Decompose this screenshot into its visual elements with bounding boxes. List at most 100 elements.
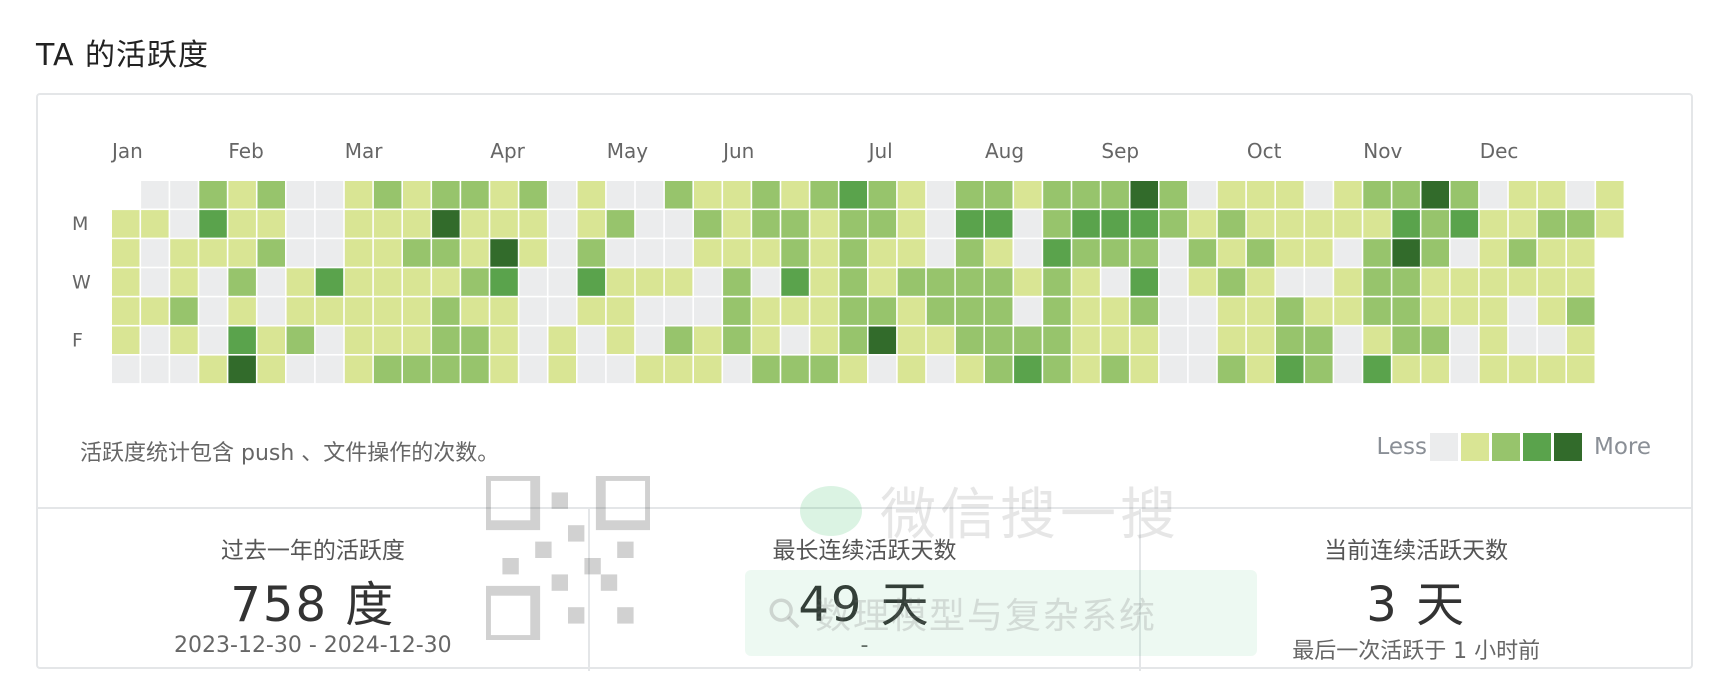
heatmap-cell[interactable]: [228, 181, 256, 209]
heatmap-cell[interactable]: [228, 326, 256, 355]
heatmap-cell[interactable]: [315, 268, 344, 296]
heatmap-cell[interactable]: [694, 239, 722, 267]
heatmap-cell[interactable]: [344, 268, 373, 296]
heatmap-cell[interactable]: [694, 297, 722, 325]
heatmap-cell[interactable]: [403, 268, 431, 296]
heatmap-cell[interactable]: [694, 210, 722, 238]
heatmap-cell[interactable]: [897, 355, 926, 384]
heatmap-cell[interactable]: [1450, 181, 1479, 209]
heatmap-cell[interactable]: [373, 326, 402, 355]
heatmap-cell[interactable]: [112, 326, 140, 355]
heatmap-cell[interactable]: [897, 181, 926, 209]
heatmap-cell[interactable]: [1014, 326, 1042, 355]
heatmap-cell[interactable]: [1421, 326, 1450, 355]
heatmap-cell[interactable]: [1392, 210, 1420, 238]
heatmap-cell[interactable]: [577, 297, 606, 325]
heatmap-cell[interactable]: [839, 181, 868, 209]
heatmap-cell[interactable]: [1479, 297, 1508, 325]
heatmap-cell[interactable]: [664, 239, 693, 267]
heatmap-cell[interactable]: [1305, 268, 1333, 296]
heatmap-cell[interactable]: [1392, 239, 1420, 267]
heatmap-cell[interactable]: [781, 326, 809, 355]
heatmap-cell[interactable]: [199, 239, 227, 267]
heatmap-cell[interactable]: [752, 297, 780, 325]
heatmap-cell[interactable]: [868, 268, 897, 296]
heatmap-cell[interactable]: [1101, 210, 1129, 238]
heatmap-cell[interactable]: [257, 355, 286, 384]
heatmap-cell[interactable]: [810, 326, 838, 355]
heatmap-cell[interactable]: [1130, 297, 1159, 325]
heatmap-cell[interactable]: [1596, 210, 1624, 238]
heatmap-cell[interactable]: [1130, 268, 1159, 296]
heatmap-cell[interactable]: [1392, 268, 1420, 296]
heatmap-cell[interactable]: [1508, 181, 1537, 209]
heatmap-cell[interactable]: [344, 326, 373, 355]
heatmap-cell[interactable]: [1567, 239, 1595, 267]
heatmap-cell[interactable]: [228, 355, 256, 384]
heatmap-cell[interactable]: [315, 297, 344, 325]
heatmap-cell[interactable]: [257, 181, 286, 209]
heatmap-cell[interactable]: [461, 239, 489, 267]
heatmap-cell[interactable]: [112, 297, 140, 325]
heatmap-cell[interactable]: [199, 210, 227, 238]
heatmap-cell[interactable]: [1537, 239, 1566, 267]
heatmap-cell[interactable]: [1159, 210, 1188, 238]
heatmap-cell[interactable]: [1072, 297, 1100, 325]
heatmap-cell[interactable]: [1479, 355, 1508, 384]
heatmap-cell[interactable]: [1276, 326, 1304, 355]
heatmap-cell[interactable]: [1363, 181, 1391, 209]
heatmap-cell[interactable]: [839, 355, 868, 384]
heatmap-cell[interactable]: [1450, 297, 1479, 325]
heatmap-cell[interactable]: [432, 297, 460, 325]
heatmap-cell[interactable]: [635, 297, 664, 325]
heatmap-cell[interactable]: [1334, 326, 1362, 355]
heatmap-cell[interactable]: [1246, 181, 1275, 209]
heatmap-cell[interactable]: [810, 297, 838, 325]
heatmap-cell[interactable]: [315, 355, 344, 384]
heatmap-cell[interactable]: [112, 210, 140, 238]
heatmap-cell[interactable]: [548, 210, 577, 238]
heatmap-cell[interactable]: [1276, 355, 1304, 384]
heatmap-cell[interactable]: [577, 326, 606, 355]
heatmap-cell[interactable]: [141, 268, 169, 296]
heatmap-cell[interactable]: [403, 239, 431, 267]
heatmap-cell[interactable]: [315, 239, 344, 267]
heatmap-cell[interactable]: [1159, 268, 1188, 296]
heatmap-cell[interactable]: [781, 210, 809, 238]
heatmap-cell[interactable]: [1276, 239, 1304, 267]
heatmap-cell[interactable]: [926, 210, 955, 238]
heatmap-cell[interactable]: [461, 355, 489, 384]
heatmap-cell[interactable]: [694, 326, 722, 355]
heatmap-cell[interactable]: [606, 181, 635, 209]
heatmap-cell[interactable]: [170, 268, 198, 296]
heatmap-cell[interactable]: [694, 268, 722, 296]
heatmap-cell[interactable]: [286, 355, 315, 384]
heatmap-cell[interactable]: [1188, 210, 1217, 238]
heatmap-cell[interactable]: [1363, 297, 1391, 325]
heatmap-cell[interactable]: [548, 268, 577, 296]
heatmap-cell[interactable]: [1101, 355, 1129, 384]
heatmap-cell[interactable]: [461, 210, 489, 238]
heatmap-cell[interactable]: [257, 210, 286, 238]
heatmap-cell[interactable]: [1421, 297, 1450, 325]
heatmap-cell[interactable]: [1188, 239, 1217, 267]
heatmap-cell[interactable]: [723, 210, 751, 238]
heatmap-cell[interactable]: [1217, 210, 1246, 238]
heatmap-cell[interactable]: [170, 355, 198, 384]
heatmap-cell[interactable]: [141, 355, 169, 384]
heatmap-cell[interactable]: [985, 210, 1013, 238]
heatmap-cell[interactable]: [985, 268, 1013, 296]
heatmap-cell[interactable]: [1479, 239, 1508, 267]
heatmap-cell[interactable]: [577, 210, 606, 238]
heatmap-cell[interactable]: [723, 355, 751, 384]
heatmap-cell[interactable]: [723, 239, 751, 267]
heatmap-cell[interactable]: [868, 297, 897, 325]
heatmap-cell[interactable]: [286, 181, 315, 209]
heatmap-cell[interactable]: [1043, 239, 1071, 267]
heatmap-cell[interactable]: [199, 355, 227, 384]
heatmap-cell[interactable]: [1159, 355, 1188, 384]
heatmap-cell[interactable]: [373, 355, 402, 384]
heatmap-cell[interactable]: [344, 210, 373, 238]
heatmap-cell[interactable]: [286, 268, 315, 296]
heatmap-cell[interactable]: [1043, 355, 1071, 384]
